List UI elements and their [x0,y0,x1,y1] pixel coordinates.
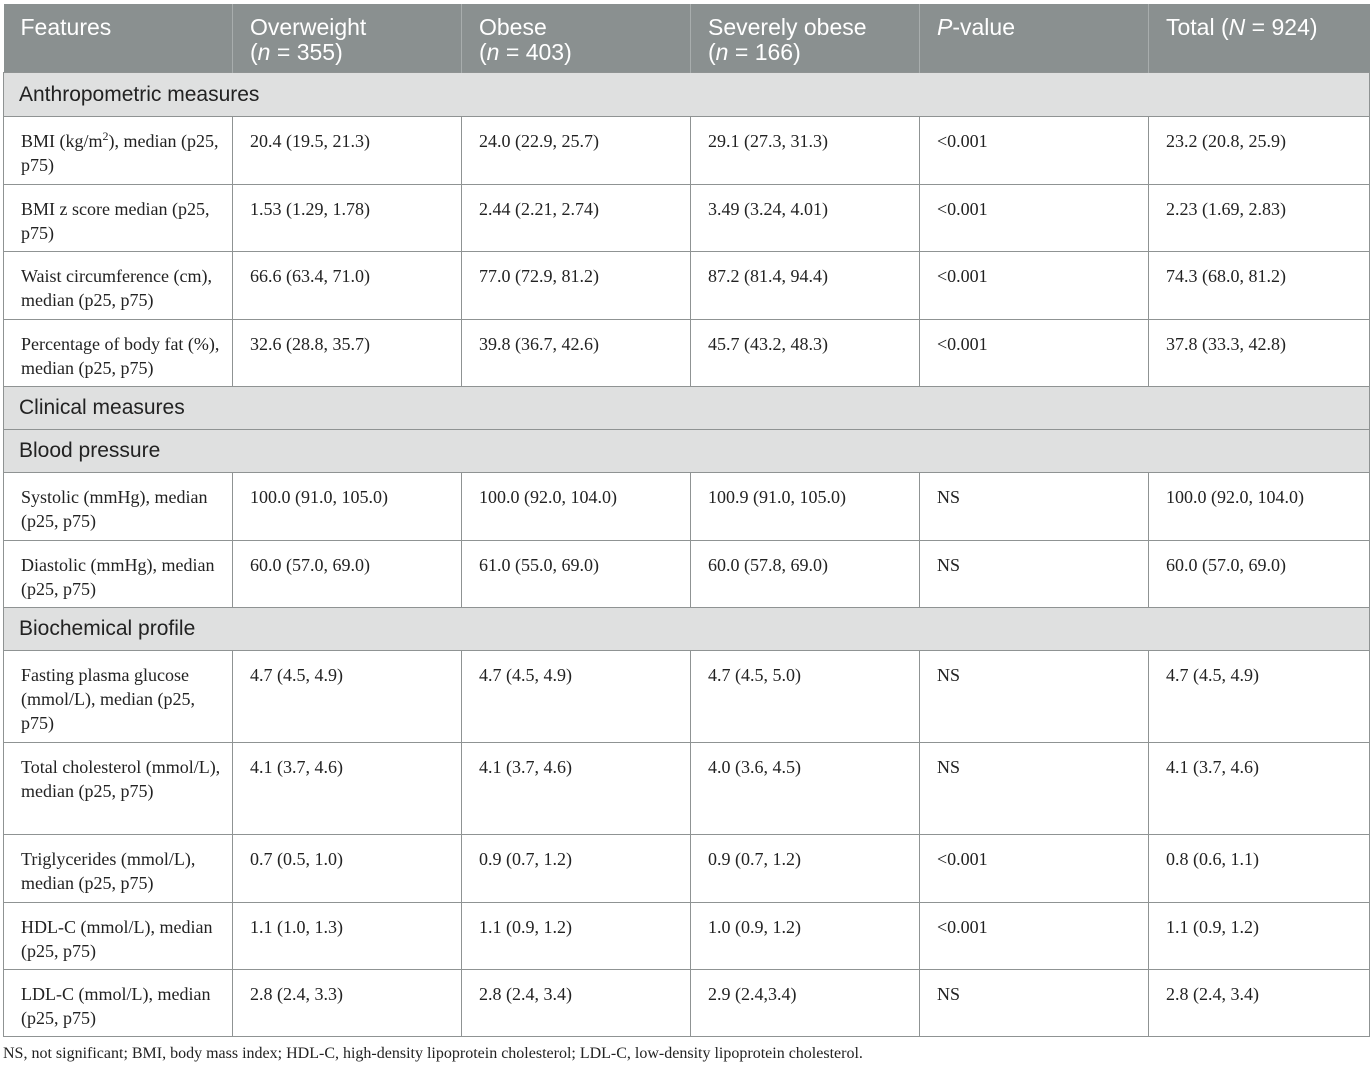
feature-cell: Waist circumference (cm), median (p25, p… [3,251,233,320]
header-row: Features Overweight (n = 355) Obese (n = 4… [3,4,1370,73]
obese-cell: 2.8 (2.4, 3.4) [461,969,691,1037]
total-cell: 2.8 (2.4, 3.4) [1148,969,1370,1037]
obese-cell: 24.0 (22.9, 25.7) [461,116,691,185]
obese-cell: 39.8 (36.7, 42.6) [461,319,691,387]
pvalue-cell: NS [919,472,1149,541]
table-row: BMI z score median (p25, p75) 1.53 (1.29… [3,184,1370,252]
pvalue-cell: <0.001 [919,319,1149,387]
overweight-cell: 32.6 (28.8, 35.7) [232,319,462,387]
table-row: Diastolic (mmHg), median (p25, p75) 60.0… [3,540,1370,608]
feature-cell: BMI (kg/m2), median (p25, p75) [3,116,233,185]
overweight-cell: 4.7 (4.5, 4.9) [232,650,462,743]
table-row: Systolic (mmHg), median (p25, p75) 100.0… [3,472,1370,541]
obese-cell: 0.9 (0.7, 1.2) [461,834,691,903]
overweight-cell: 4.1 (3.7, 4.6) [232,742,462,835]
severely-obese-cell: 2.9 (2.4,3.4) [690,969,920,1037]
total-cell: 37.8 (33.3, 42.8) [1148,319,1370,387]
table-row: BMI (kg/m2), median (p25, p75) 20.4 (19.… [3,116,1370,185]
overweight-cell: 2.8 (2.4, 3.3) [232,969,462,1037]
section-biochemical: Biochemical profile [3,607,1370,651]
total-cell: 60.0 (57.0, 69.0) [1148,540,1370,608]
overweight-cell: 20.4 (19.5, 21.3) [232,116,462,185]
table-row: HDL-C (mmol/L), median (p25, p75) 1.1 (1… [3,902,1370,970]
total-cell: 4.7 (4.5, 4.9) [1148,650,1370,743]
section-anthropometric: Anthropometric measures [3,72,1370,117]
pvalue-cell: <0.001 [919,902,1149,970]
table-row: Triglycerides (mmol/L), median (p25, p75… [3,834,1370,903]
overweight-cell: 0.7 (0.5, 1.0) [232,834,462,903]
total-cell: 74.3 (68.0, 81.2) [1148,251,1370,320]
feature-cell: Triglycerides (mmol/L), median (p25, p75… [3,834,233,903]
total-cell: 0.8 (0.6, 1.1) [1148,834,1370,903]
severely-obese-cell: 100.9 (91.0, 105.0) [690,472,920,541]
header-features: Features [3,4,233,73]
pvalue-cell: NS [919,540,1149,608]
characteristics-table: Features Overweight (n = 355) Obese (n = 4… [3,4,1370,1037]
pvalue-cell: <0.001 [919,116,1149,185]
table-row: Total cholesterol (mmol/L), median (p25,… [3,742,1370,835]
header-overweight: Overweight (n = 355) [232,4,462,73]
severely-obese-cell: 60.0 (57.8, 69.0) [690,540,920,608]
feature-cell: LDL-C (mmol/L), median (p25, p75) [3,969,233,1037]
feature-cell: BMI z score median (p25, p75) [3,184,233,252]
severely-obese-cell: 4.0 (3.6, 4.5) [690,742,920,835]
obese-cell: 4.1 (3.7, 4.6) [461,742,691,835]
overweight-cell: 100.0 (91.0, 105.0) [232,472,462,541]
feature-cell: Percentage of body fat (%), median (p25,… [3,319,233,387]
overweight-cell: 1.1 (1.0, 1.3) [232,902,462,970]
table-header: Features Overweight (n = 355) Obese (n = 4… [3,4,1370,73]
overweight-cell: 66.6 (63.4, 71.0) [232,251,462,320]
header-severely-obese: Severely obese (n = 166) [690,4,920,73]
pvalue-cell: <0.001 [919,251,1149,320]
section-row: Clinical measures [3,386,1370,430]
severely-obese-cell: 29.1 (27.3, 31.3) [690,116,920,185]
obese-cell: 61.0 (55.0, 69.0) [461,540,691,608]
section-blood-pressure: Blood pressure [3,429,1370,473]
table-row: Percentage of body fat (%), median (p25,… [3,319,1370,387]
table-row: Waist circumference (cm), median (p25, p… [3,251,1370,320]
total-cell: 100.0 (92.0, 104.0) [1148,472,1370,541]
severely-obese-cell: 0.9 (0.7, 1.2) [690,834,920,903]
feature-cell: HDL-C (mmol/L), median (p25, p75) [3,902,233,970]
overweight-cell: 1.53 (1.29, 1.78) [232,184,462,252]
section-row: Anthropometric measures [3,72,1370,117]
pvalue-cell: <0.001 [919,184,1149,252]
section-row: Biochemical profile [3,607,1370,651]
total-cell: 2.23 (1.69, 2.83) [1148,184,1370,252]
pvalue-cell: NS [919,742,1149,835]
total-cell: 1.1 (0.9, 1.2) [1148,902,1370,970]
severely-obese-cell: 87.2 (81.4, 94.4) [690,251,920,320]
obese-cell: 77.0 (72.9, 81.2) [461,251,691,320]
feature-cell: Fasting plasma glucose (mmol/L), median … [3,650,233,743]
severely-obese-cell: 45.7 (43.2, 48.3) [690,319,920,387]
header-pvalue: P-value [919,4,1149,73]
feature-cell: Diastolic (mmHg), median (p25, p75) [3,540,233,608]
obese-cell: 100.0 (92.0, 104.0) [461,472,691,541]
feature-cell: Total cholesterol (mmol/L), median (p25,… [3,742,233,835]
table-row: LDL-C (mmol/L), median (p25, p75) 2.8 (2… [3,969,1370,1037]
pvalue-cell: NS [919,969,1149,1037]
obese-cell: 1.1 (0.9, 1.2) [461,902,691,970]
severely-obese-cell: 3.49 (3.24, 4.01) [690,184,920,252]
overweight-cell: 60.0 (57.0, 69.0) [232,540,462,608]
section-row: Blood pressure [3,429,1370,473]
feature-cell: Systolic (mmHg), median (p25, p75) [3,472,233,541]
pvalue-cell: <0.001 [919,834,1149,903]
obese-cell: 4.7 (4.5, 4.9) [461,650,691,743]
header-total: Total (N = 924) [1148,4,1370,73]
total-cell: 4.1 (3.7, 4.6) [1148,742,1370,835]
pvalue-cell: NS [919,650,1149,743]
severely-obese-cell: 1.0 (0.9, 1.2) [690,902,920,970]
table-footnote: NS, not significant; BMI, body mass inde… [3,1045,863,1062]
header-obese: Obese (n = 403) [461,4,691,73]
table-row: Fasting plasma glucose (mmol/L), median … [3,650,1370,743]
total-cell: 23.2 (20.8, 25.9) [1148,116,1370,185]
section-clinical: Clinical measures [3,386,1370,430]
obese-cell: 2.44 (2.21, 2.74) [461,184,691,252]
severely-obese-cell: 4.7 (4.5, 5.0) [690,650,920,743]
